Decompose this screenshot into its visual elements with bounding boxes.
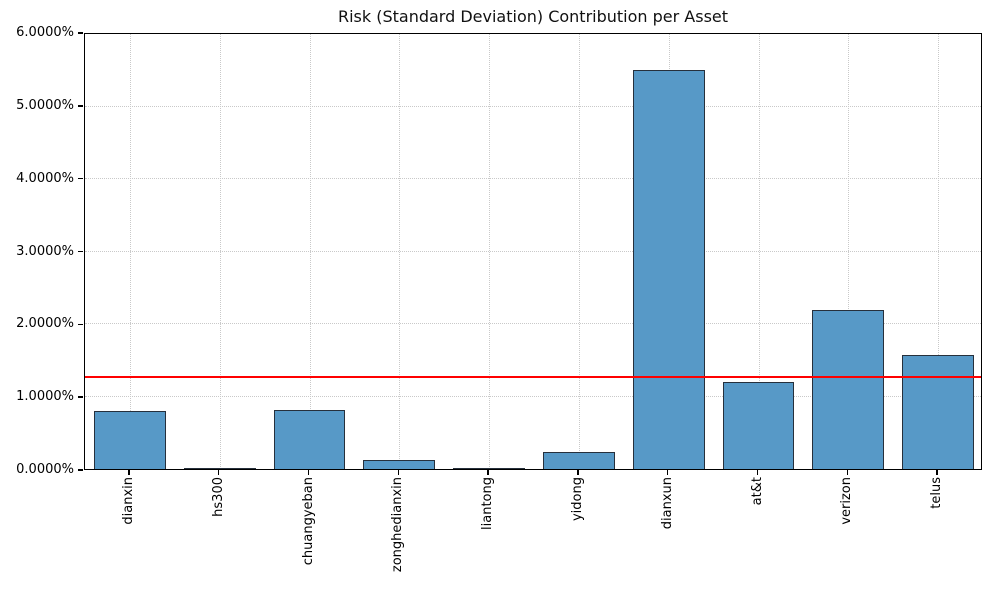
y-tick-label: 2.0000% [16, 316, 74, 332]
x-tick-mark [218, 470, 220, 475]
gridline-horizontal [85, 250, 981, 252]
x-tick-mark [128, 470, 130, 475]
x-tick-mark [846, 470, 848, 475]
y-tick-label: 3.0000% [16, 243, 74, 259]
x-tick-mark [487, 470, 489, 475]
gridline-vertical [848, 34, 850, 469]
bar-chuangyeban [273, 409, 346, 469]
threshold-line [85, 376, 981, 379]
y-tick-mark [78, 396, 83, 398]
y-tick-mark [78, 323, 83, 326]
plot-area [84, 33, 982, 470]
y-tick-mark [78, 177, 83, 180]
bar-telus [902, 355, 974, 469]
bar-zonghedianxin [363, 459, 436, 469]
x-tick-mark [397, 470, 399, 475]
x-tick-label-dianxun: dianxun [659, 477, 675, 530]
x-tick-label-yidong: yidong [569, 477, 585, 522]
x-tick-mark [756, 470, 759, 475]
gridline-vertical [578, 34, 580, 469]
bar-yidong [542, 451, 615, 469]
y-tick-mark [78, 105, 83, 107]
y-tick-label: 1.0000% [16, 389, 74, 405]
bar-at-t [722, 382, 795, 469]
x-tick-label-at-t: at&t [749, 477, 765, 506]
gridline-vertical [129, 34, 131, 469]
gridline-vertical [399, 34, 401, 469]
y-tick-label: 6.0000% [16, 25, 74, 40]
x-tick-label-dianxin: dianxin [120, 477, 136, 525]
gridline-horizontal [85, 178, 981, 180]
y-tick-label: 0.0000% [16, 462, 74, 477]
y-tick-label: 4.0000% [16, 170, 74, 186]
gridline-vertical [489, 34, 491, 469]
x-tick-label-telus: telus [929, 477, 945, 509]
chart-title: Risk (Standard Deviation) Contribution p… [337, 7, 729, 26]
x-tick-label-hs300: hs300 [210, 477, 226, 517]
x-tick-mark [307, 470, 310, 475]
gridline-horizontal [85, 323, 981, 325]
y-tick-mark [78, 32, 83, 34]
gridline-vertical [758, 34, 760, 469]
gridline-horizontal [85, 105, 981, 107]
x-tick-mark [936, 470, 938, 475]
bar-dianxin [93, 411, 166, 469]
bar-hs300 [183, 468, 256, 469]
y-tick-label: 5.0000% [16, 97, 74, 113]
bar-dianxun [632, 69, 705, 469]
y-tick-mark [78, 469, 83, 471]
y-tick-mark [78, 250, 83, 253]
x-tick-label-chuangyeban: chuangyeban [300, 477, 316, 566]
x-tick-mark [667, 470, 669, 475]
x-tick-label-liantong: liantong [480, 477, 496, 530]
gridline-vertical [938, 34, 940, 469]
gridline-vertical [309, 34, 311, 469]
gridline-vertical [219, 34, 221, 469]
x-tick-mark [577, 470, 579, 475]
bar-verizon [812, 309, 885, 469]
bar-liantong [453, 468, 525, 469]
x-tick-label-verizon: verizon [839, 477, 855, 525]
gridline-horizontal [85, 395, 981, 397]
x-tick-label-zonghedianxin: zonghedianxin [390, 477, 406, 573]
